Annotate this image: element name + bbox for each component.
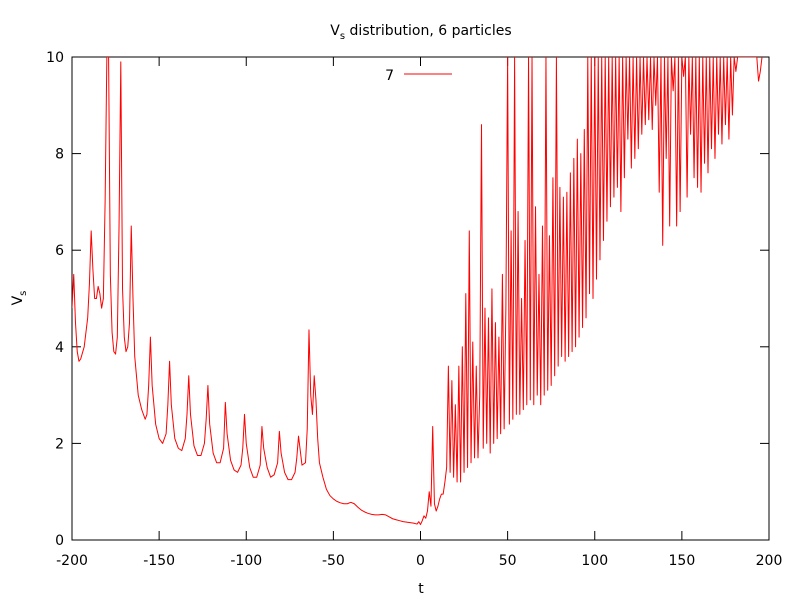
x-tick-label: -100	[230, 553, 262, 569]
y-tick-label: 6	[55, 243, 64, 259]
y-tick-label: 8	[55, 147, 64, 163]
x-tick-label: 200	[756, 553, 783, 569]
series-line	[72, 57, 763, 526]
x-axis-ticks: -200 -150 -100 -50 0 50 100 150 200	[56, 57, 782, 569]
x-tick-label: 150	[669, 553, 696, 569]
legend-label: 7	[385, 68, 394, 84]
legend: 7	[385, 68, 452, 84]
y-tick-label: 0	[55, 533, 64, 549]
x-tick-label: 0	[416, 553, 425, 569]
x-tick-label: -50	[322, 553, 345, 569]
x-tick-label: -150	[143, 553, 175, 569]
x-axis-label: t	[418, 581, 424, 597]
y-tick-label: 4	[55, 340, 64, 356]
plot-frame	[71, 56, 770, 541]
y-axis-label: Vs	[10, 291, 29, 306]
x-tick-label: 100	[581, 553, 608, 569]
y-axis-ticks: 0 2 4 6 8 10	[46, 50, 769, 549]
chart-title: Vs distribution, 6 particles	[330, 23, 511, 42]
x-tick-label: -200	[56, 553, 88, 569]
y-tick-label: 2	[55, 436, 64, 452]
y-tick-label: 10	[46, 50, 64, 66]
x-tick-label: 50	[499, 553, 517, 569]
